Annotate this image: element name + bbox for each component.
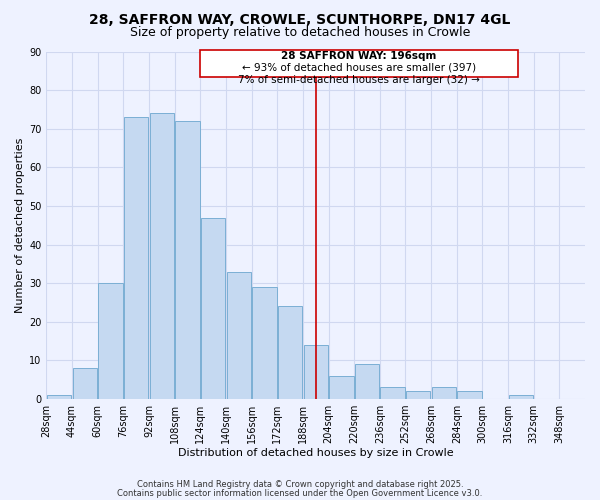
Bar: [47, 395, 71, 399]
Text: 28, SAFFRON WAY, CROWLE, SCUNTHORPE, DN17 4GL: 28, SAFFRON WAY, CROWLE, SCUNTHORPE, DN1…: [89, 12, 511, 26]
Bar: [175, 121, 200, 399]
Bar: [278, 306, 302, 399]
Text: 28 SAFFRON WAY: 196sqm: 28 SAFFRON WAY: 196sqm: [281, 52, 437, 62]
Bar: [380, 388, 405, 399]
Bar: [227, 272, 251, 399]
Bar: [457, 392, 482, 399]
Bar: [73, 368, 97, 399]
Text: ← 93% of detached houses are smaller (397): ← 93% of detached houses are smaller (39…: [242, 63, 476, 73]
Text: 7% of semi-detached houses are larger (32) →: 7% of semi-detached houses are larger (3…: [238, 74, 480, 85]
Bar: [432, 388, 456, 399]
Bar: [252, 287, 277, 399]
Bar: [304, 345, 328, 399]
Bar: [201, 218, 225, 399]
Text: Contains public sector information licensed under the Open Government Licence v3: Contains public sector information licen…: [118, 488, 482, 498]
Bar: [149, 114, 174, 399]
Bar: [329, 376, 353, 399]
Y-axis label: Number of detached properties: Number of detached properties: [15, 138, 25, 313]
Bar: [124, 117, 148, 399]
X-axis label: Distribution of detached houses by size in Crowle: Distribution of detached houses by size …: [178, 448, 454, 458]
Bar: [355, 364, 379, 399]
Bar: [98, 283, 123, 399]
Text: Contains HM Land Registry data © Crown copyright and database right 2025.: Contains HM Land Registry data © Crown c…: [137, 480, 463, 489]
Bar: [406, 392, 430, 399]
Text: Size of property relative to detached houses in Crowle: Size of property relative to detached ho…: [130, 26, 470, 39]
FancyBboxPatch shape: [200, 50, 518, 76]
Bar: [509, 395, 533, 399]
